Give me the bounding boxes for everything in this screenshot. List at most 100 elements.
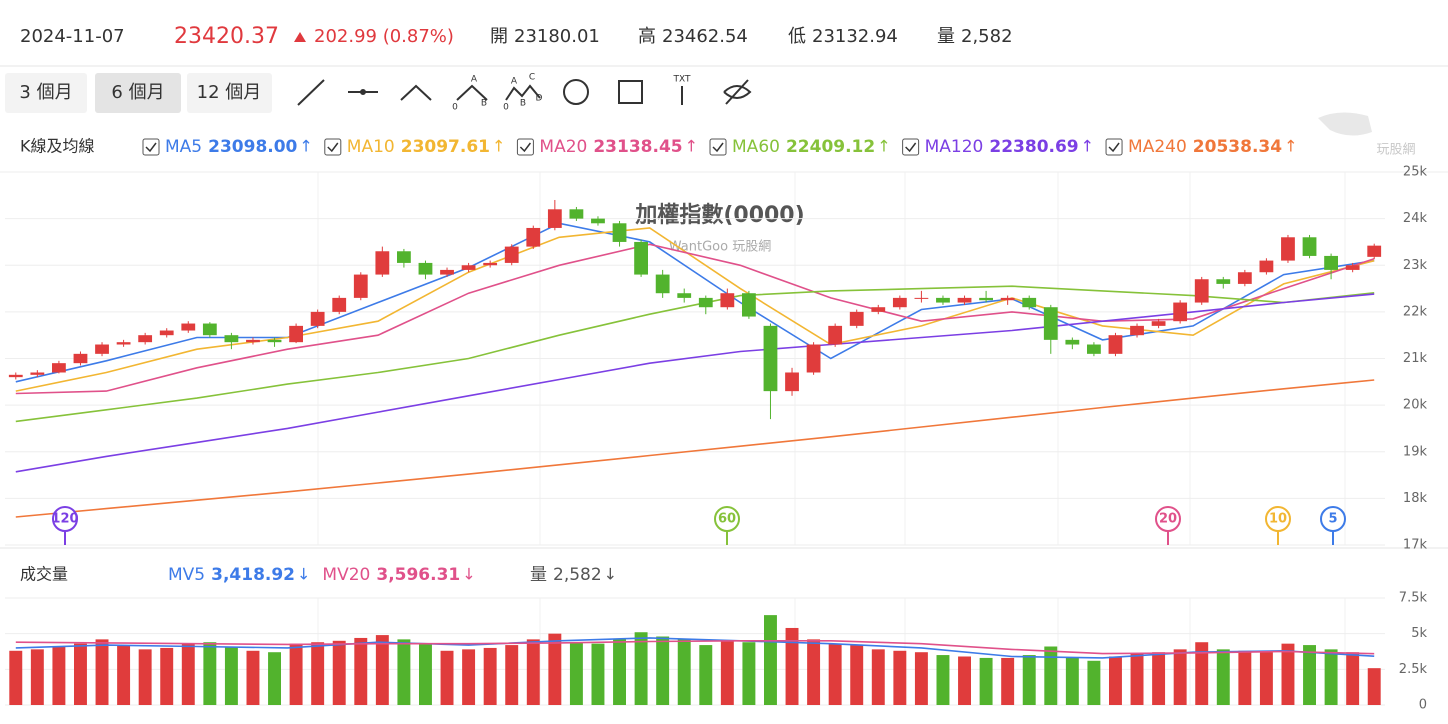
ma-line: [15, 293, 1375, 473]
volume-bar: [1109, 656, 1122, 705]
legend-checkbox[interactable]: [902, 138, 920, 156]
tool-circle[interactable]: [563, 79, 589, 105]
candle-body: [73, 353, 88, 364]
range-button[interactable]: [187, 73, 272, 113]
logo-mark: [1318, 112, 1372, 136]
y-tick-label: 20k: [1403, 398, 1428, 413]
candle-body: [461, 265, 476, 270]
volume-bar: [1346, 652, 1360, 705]
icon-letter: 0: [503, 103, 509, 113]
volume-bar: [1216, 649, 1230, 705]
volume-bar: [742, 642, 756, 705]
high: 23462.54: [662, 26, 748, 47]
ma-marker: [714, 506, 740, 532]
drawing-tools: [297, 79, 752, 106]
candle-body: [1065, 339, 1080, 345]
candle-body: [785, 372, 799, 392]
range-button-active[interactable]: [95, 73, 181, 113]
volume-bar: [1303, 645, 1316, 705]
candle-body: [655, 274, 670, 294]
volume-bar: [613, 639, 626, 705]
candle-body: [30, 372, 45, 375]
candle-body: [202, 323, 217, 336]
candle-body: [1043, 307, 1058, 340]
tool-abc[interactable]: [456, 84, 488, 101]
y-tick-label: 19k: [1403, 444, 1428, 459]
legend-name: MA5: [165, 137, 202, 157]
ma-line: [15, 637, 1375, 659]
y-tick-label: 21k: [1403, 351, 1428, 366]
volume-bar: [785, 627, 799, 705]
tool-hide[interactable]: [723, 79, 752, 105]
candle-body: [979, 297, 993, 301]
legend-name: MA120: [925, 137, 984, 157]
range-button[interactable]: [5, 73, 87, 113]
icon-letter: C: [529, 73, 535, 83]
tool-abcd[interactable]: [505, 84, 541, 101]
volume-bar: [483, 647, 497, 705]
ma-marker-label: 10: [1269, 512, 1287, 527]
candle-body: [246, 339, 260, 343]
legend-checkbox[interactable]: [516, 138, 534, 156]
candle-body: [159, 330, 174, 336]
volume-bar: [52, 646, 66, 705]
candle-body: [397, 251, 411, 263]
candle-body: [1237, 272, 1252, 284]
legend-value: 20538.34: [1193, 137, 1282, 157]
candle-body: [1324, 255, 1338, 270]
volume-bar: [419, 643, 432, 705]
tool-dot: [360, 89, 366, 95]
icon-letter: A: [511, 77, 518, 87]
volume-bar: [224, 646, 238, 705]
volume-bar: [764, 615, 777, 705]
ma-marker: [1155, 506, 1181, 532]
checkmark: [519, 142, 532, 153]
legend-trend: ↑: [685, 137, 698, 156]
open: 23180.01: [514, 26, 600, 47]
ma-line: [15, 379, 1375, 518]
legend-checkbox[interactable]: [142, 138, 160, 156]
legend-checkbox[interactable]: [709, 138, 727, 156]
candle-body: [440, 269, 454, 275]
candle-body: [1130, 325, 1144, 336]
open-label: 開: [490, 26, 508, 47]
tool-line[interactable]: [297, 79, 325, 106]
volume-bar: [807, 639, 821, 705]
candle-body: [871, 307, 886, 312]
candle-body: [892, 297, 907, 308]
volume-bar: [354, 637, 368, 705]
high-label: 高: [638, 26, 656, 47]
volume-bar: [699, 645, 713, 705]
legend-value: 23138.45: [593, 137, 682, 157]
legend-checkbox[interactable]: [1105, 138, 1123, 156]
up-triangle: [294, 32, 306, 42]
candle-body: [181, 323, 196, 331]
legend-trend: ↑: [299, 137, 312, 156]
volume-bar: [720, 640, 734, 705]
low: 23132.94: [812, 26, 898, 47]
low-label: 低: [788, 26, 806, 47]
tool-rect[interactable]: [618, 80, 643, 104]
volume-bar: [462, 649, 476, 705]
y-tick-label: 7.5k: [1399, 591, 1428, 606]
volume-bar: [936, 655, 950, 705]
y-tick-label: 2.5k: [1399, 662, 1428, 677]
icon-letter: D: [536, 94, 543, 104]
candle-body: [1302, 237, 1317, 256]
volume-bar: [1367, 668, 1381, 705]
candle-body: [267, 339, 282, 343]
y-tick-label: 0: [1419, 698, 1427, 713]
legend-value: 22409.12: [786, 137, 875, 157]
legend-name: 量: [530, 565, 547, 585]
volume-bar: [95, 639, 109, 705]
candle-body: [353, 274, 368, 298]
legend-trend: ↓: [604, 565, 617, 584]
date: 2024-11-07: [20, 26, 125, 47]
volume-bar: [548, 633, 562, 705]
volume-bar: [203, 642, 217, 705]
tool-angle[interactable]: [400, 84, 432, 101]
icon-letter: TXT: [672, 75, 691, 85]
legend-checkbox[interactable]: [324, 138, 342, 156]
candle-body: [1194, 279, 1209, 303]
legend-trend: ↑: [1081, 137, 1094, 156]
